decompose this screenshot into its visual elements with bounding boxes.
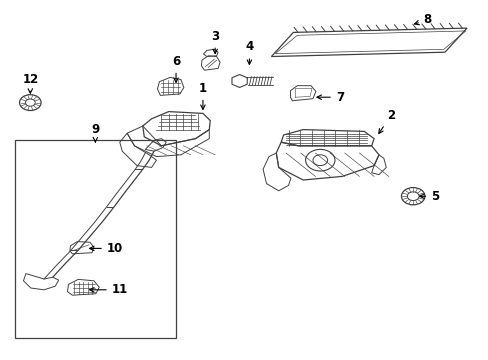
Text: 7: 7 [316,91,343,104]
Text: 8: 8 [414,13,431,26]
Text: 11: 11 [89,283,128,296]
Text: 1: 1 [199,82,206,109]
Text: 10: 10 [89,242,123,255]
Text: 4: 4 [245,40,253,64]
Text: 6: 6 [172,55,180,82]
Bar [15,140,176,338]
Text: 9: 9 [91,123,99,142]
Text: 5: 5 [419,190,438,203]
Text: 2: 2 [378,109,394,134]
Text: 12: 12 [22,73,39,93]
Text: 3: 3 [211,30,219,54]
